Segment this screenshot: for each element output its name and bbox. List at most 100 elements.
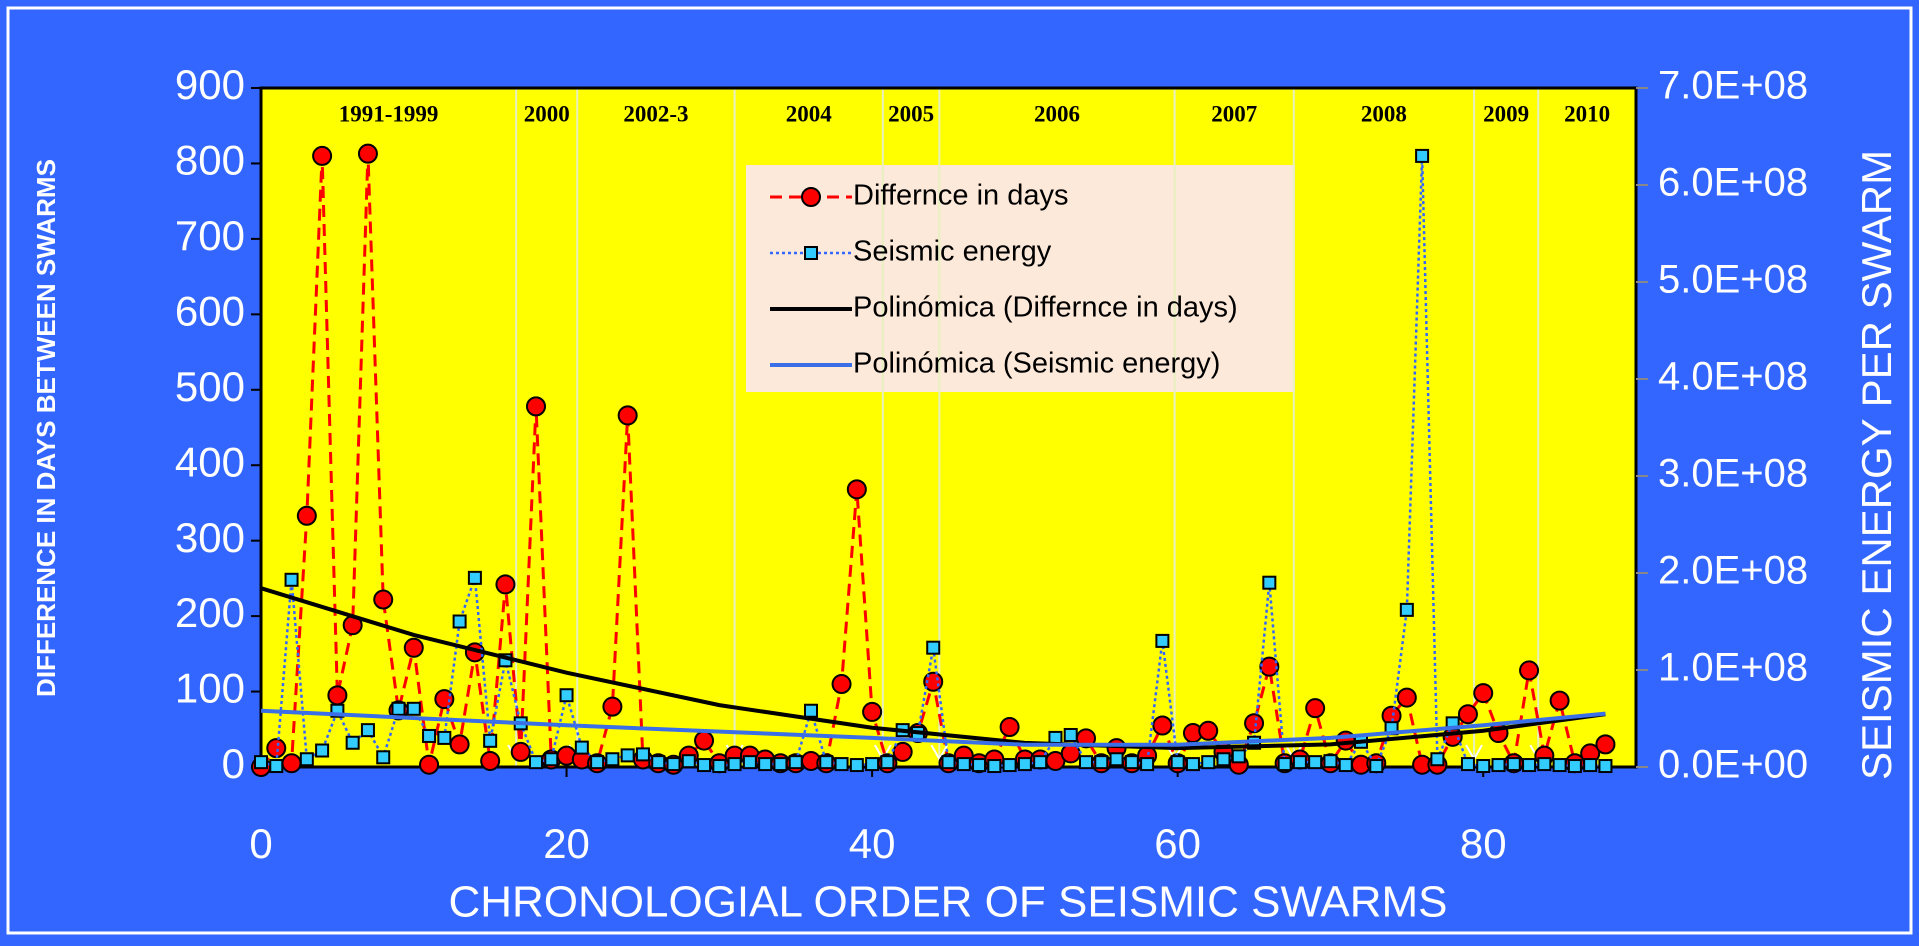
point: [865, 757, 880, 772]
point: [299, 752, 314, 767]
point: [742, 755, 757, 770]
point: [1549, 690, 1570, 711]
x-tick-label: 80: [1460, 820, 1507, 867]
y-tick-label: 300: [175, 514, 245, 561]
point: [403, 637, 424, 658]
point: [892, 741, 913, 762]
point: [529, 755, 543, 770]
point: [1522, 758, 1537, 773]
point: [266, 738, 287, 759]
point: [1457, 704, 1478, 725]
point: [987, 759, 1002, 774]
y-tick-label: 400: [175, 438, 245, 485]
point: [941, 755, 956, 770]
point: [1259, 656, 1280, 677]
y2-tick-label: 2.0E+08: [1658, 549, 1808, 593]
point: [406, 701, 421, 716]
point: [1185, 757, 1200, 772]
point: [1292, 755, 1307, 770]
point: [1506, 757, 1521, 772]
point: [831, 674, 852, 695]
point: [327, 685, 348, 706]
year-label: 1991-1999: [339, 101, 439, 126]
point: [449, 734, 470, 755]
point: [1476, 759, 1491, 774]
point: [559, 688, 574, 703]
year-label: 2010: [1564, 101, 1610, 126]
point: [999, 717, 1020, 738]
year-label: 2007: [1211, 101, 1257, 126]
legend-label: Polinómica (Seismic energy): [853, 348, 1220, 380]
point: [1537, 757, 1552, 772]
year-label: 2004: [786, 101, 833, 126]
point: [1399, 602, 1414, 617]
point: [376, 750, 391, 765]
x-axis-title: CHRONOLOGIAL ORDER OF SEISMIC SWARMS: [448, 878, 1447, 927]
point: [452, 614, 467, 629]
point: [681, 754, 696, 769]
point: [1519, 660, 1540, 681]
point: [574, 740, 589, 755]
y-tick-label: 900: [175, 61, 245, 108]
x-tick-label: 60: [1154, 820, 1201, 867]
y2-tick-label: 1.0E+08: [1658, 646, 1808, 690]
point: [617, 405, 638, 426]
point: [773, 757, 788, 772]
point: [422, 728, 437, 743]
point: [269, 759, 284, 774]
point: [697, 758, 712, 773]
point: [544, 752, 559, 767]
point: [357, 143, 378, 164]
point: [1244, 713, 1265, 734]
point: [1109, 752, 1124, 767]
y-axis-title: DIFFERENCE IN DAYS BETWEEN SWARMS: [31, 159, 61, 697]
point: [972, 758, 987, 773]
series-line: [260, 708, 1606, 747]
point: [1305, 698, 1326, 719]
point: [1140, 757, 1155, 772]
point: [1216, 752, 1231, 767]
point: [1079, 755, 1093, 770]
point: [1338, 758, 1353, 773]
series-line: [260, 586, 1606, 751]
point: [1583, 758, 1598, 773]
point: [434, 689, 455, 710]
x-tick-label: 0: [249, 820, 272, 867]
point: [1308, 755, 1323, 770]
point: [480, 750, 501, 771]
year-label: 2000: [524, 101, 570, 126]
frame: [6, 6, 1913, 935]
y-tick-label: 100: [175, 665, 245, 712]
point: [926, 640, 941, 655]
point: [602, 696, 623, 717]
legend: [746, 165, 1295, 392]
point: [1152, 715, 1173, 736]
point: [284, 572, 299, 587]
point: [804, 703, 818, 718]
y-tick-label: 500: [175, 363, 245, 410]
point: [1473, 683, 1494, 704]
y2-tick-label: 0.0E+00: [1658, 743, 1808, 787]
point: [1598, 759, 1613, 774]
point: [1595, 734, 1616, 755]
point: [360, 723, 375, 738]
point: [391, 701, 406, 716]
y2-tick-label: 3.0E+08: [1658, 452, 1808, 496]
point: [1369, 759, 1384, 774]
point: [834, 757, 849, 772]
point: [1017, 757, 1032, 772]
legend-label: Differnce in days: [853, 180, 1068, 212]
point: [1262, 575, 1277, 590]
x-tick-label: 20: [543, 820, 590, 867]
y2-tick-label: 6.0E+08: [1658, 161, 1808, 205]
point: [526, 396, 546, 417]
point: [620, 748, 635, 763]
point: [880, 755, 895, 770]
year-label: 2006: [1034, 101, 1080, 126]
y2-tick-label: 4.0E+08: [1658, 355, 1808, 399]
point: [956, 757, 971, 772]
point: [1430, 752, 1445, 767]
point: [1094, 755, 1109, 770]
point: [605, 752, 620, 767]
